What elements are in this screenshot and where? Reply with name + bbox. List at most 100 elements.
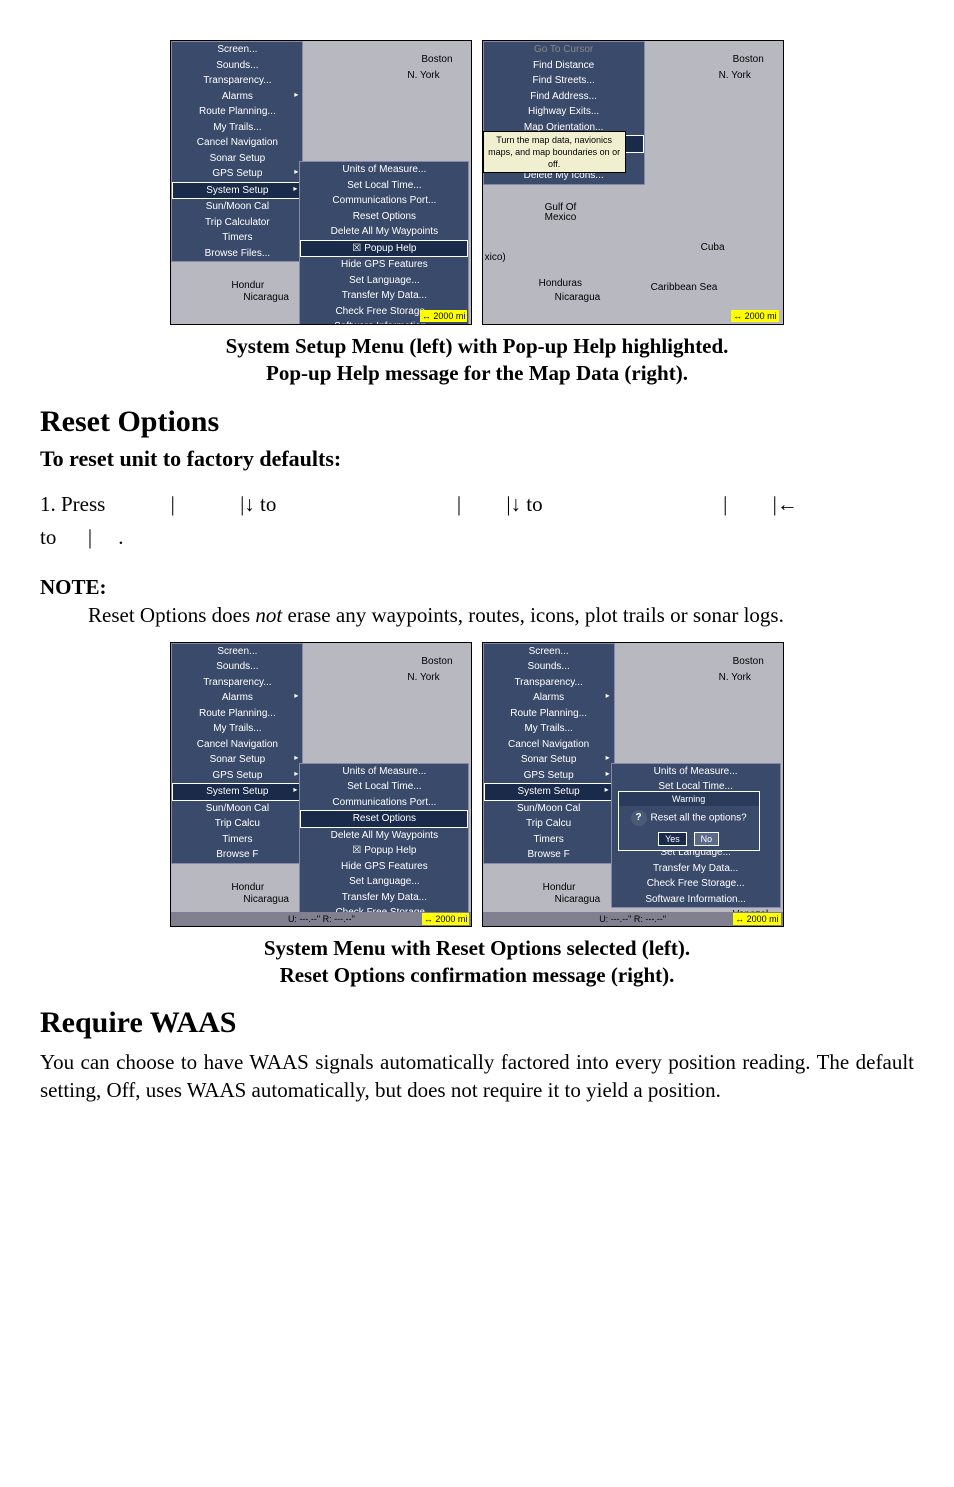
map-label: N. York (407, 671, 439, 685)
menu-item[interactable]: Screen... (172, 42, 302, 58)
question-icon: ? (631, 810, 647, 826)
submenu-item[interactable]: Software Information... (612, 892, 780, 908)
map-label: Nicaragua (555, 291, 601, 305)
note-text: Reset Options does (88, 603, 255, 627)
menu-item[interactable]: Go To Cursor (484, 42, 644, 58)
menu-item[interactable]: Highway Exits... (484, 104, 644, 120)
menu-item[interactable]: Trip Calcu (172, 816, 302, 832)
submenu-item[interactable]: Transfer My Data... (300, 890, 468, 906)
note-body: Reset Options does not erase any waypoin… (88, 601, 914, 629)
menu-item[interactable]: Timers (484, 832, 614, 848)
status-bar: U: ---.--" R: ---.--" ↔ 2000 mi (483, 912, 783, 926)
menu-item[interactable]: GPS Setup (172, 768, 302, 784)
menu-item[interactable]: Timers (172, 230, 302, 246)
submenu-item[interactable]: Delete All My Waypoints (300, 224, 468, 240)
menu-item[interactable]: Alarms (172, 89, 302, 105)
map-label: Mexico (545, 211, 577, 225)
menu-item[interactable]: Sounds... (172, 659, 302, 675)
step-text: |↓ to (240, 492, 276, 516)
submenu-item[interactable]: Hide GPS Features (300, 257, 468, 273)
submenu-item[interactable]: Popup Help (300, 240, 468, 258)
system-setup-submenu: Units of Measure...Set Local Time...Comm… (299, 763, 469, 927)
menu-item[interactable]: System Setup (172, 182, 302, 200)
menu-item[interactable]: Sonar Setup (484, 752, 614, 768)
submenu-item[interactable]: Delete All My Waypoints (300, 828, 468, 844)
menu-item[interactable]: Browse Files... (172, 246, 302, 262)
step-text: | (457, 492, 461, 516)
menu-item[interactable]: GPS Setup (172, 166, 302, 182)
caption-line: Pop-up Help message for the Map Data (ri… (266, 361, 688, 385)
menu-item[interactable]: My Trails... (484, 721, 614, 737)
map-label: N. York (719, 69, 751, 83)
menu-item[interactable]: My Trails... (172, 120, 302, 136)
menu-item[interactable]: Transparency... (172, 675, 302, 691)
map-label: N. York (407, 69, 439, 83)
no-button[interactable]: No (694, 832, 720, 846)
menu-item[interactable]: Route Planning... (484, 706, 614, 722)
system-setup-submenu: Units of Measure...Set Local Time...Comm… (299, 161, 469, 325)
menu-item[interactable]: Sun/Moon Cal (172, 199, 302, 215)
submenu-item[interactable]: Hide GPS Features (300, 859, 468, 875)
submenu-item[interactable]: Communications Port... (300, 795, 468, 811)
menu-item[interactable]: Find Distance (484, 58, 644, 74)
submenu-item[interactable]: Units of Measure... (300, 764, 468, 780)
submenu-item[interactable]: Units of Measure... (612, 764, 780, 780)
menu-item[interactable]: Sonar Setup (172, 151, 302, 167)
menu-item[interactable]: Trip Calcu (484, 816, 614, 832)
menu-item[interactable]: Cancel Navigation (172, 737, 302, 753)
menu-item[interactable]: Trip Calculator (172, 215, 302, 231)
step-text: 1. Press (40, 492, 105, 516)
submenu-item[interactable]: Set Language... (300, 874, 468, 890)
submenu-item[interactable]: Transfer My Data... (612, 861, 780, 877)
map-label: Boston (421, 53, 452, 67)
screenshot-reset-confirmation: BostonN. Yorkxico)HondurNicaraguaCaribbe… (482, 642, 784, 927)
submenu-item[interactable]: Set Local Time... (300, 178, 468, 194)
menu-item[interactable]: My Trails... (172, 721, 302, 737)
menu-item[interactable]: Screen... (484, 644, 614, 660)
menu-item[interactable]: Sonar Setup (172, 752, 302, 768)
menu-item[interactable]: Sun/Moon Cal (172, 801, 302, 817)
screenshot-map-data-tooltip: BostonN. YorkGulf OfMexicoCubaxico)Hondu… (482, 40, 784, 325)
menu-item[interactable]: Alarms (484, 690, 614, 706)
submenu-item[interactable]: Popup Help (300, 843, 468, 859)
status-text: U: ---.--" R: ---.--" (599, 914, 666, 924)
menu-item[interactable]: Browse F (484, 847, 614, 863)
menu-item[interactable]: Transparency... (484, 675, 614, 691)
menu-item[interactable]: Transparency... (172, 73, 302, 89)
submenu-item[interactable]: Communications Port... (300, 193, 468, 209)
dialog-text: Reset all the options? (651, 812, 747, 823)
menu-item[interactable]: Cancel Navigation (484, 737, 614, 753)
menu-item[interactable]: Route Planning... (172, 706, 302, 722)
scale-indicator: ↔ 2000 mi (420, 310, 468, 322)
menu-item[interactable]: Sun/Moon Cal (484, 801, 614, 817)
menu-item[interactable]: Route Planning... (172, 104, 302, 120)
submenu-item[interactable]: Set Local Time... (300, 779, 468, 795)
menu-item[interactable]: GPS Setup (484, 768, 614, 784)
subheading-reset: To reset unit to factory defaults: (40, 444, 914, 474)
submenu-item[interactable]: Units of Measure... (300, 162, 468, 178)
map-label: Boston (421, 655, 452, 669)
submenu-item[interactable]: Reset Options (300, 810, 468, 828)
menu-item[interactable]: Find Address... (484, 89, 644, 105)
yes-button[interactable]: Yes (658, 832, 687, 846)
menu-item[interactable]: Find Streets... (484, 73, 644, 89)
map-label: Boston (733, 655, 764, 669)
dialog-buttons: Yes No (619, 830, 759, 851)
menu-item[interactable]: Sounds... (172, 58, 302, 74)
main-menu: Screen...Sounds...Transparency...AlarmsR… (171, 643, 303, 864)
menu-item[interactable]: Alarms (172, 690, 302, 706)
scale-indicator: ↔ 2000 mi (733, 913, 781, 925)
submenu-item[interactable]: Reset Options (300, 209, 468, 225)
menu-item[interactable]: Cancel Navigation (172, 135, 302, 151)
menu-item[interactable]: Screen... (172, 644, 302, 660)
menu-item[interactable]: Browse F (172, 847, 302, 863)
menu-item[interactable]: Timers (172, 832, 302, 848)
menu-item[interactable]: Sounds... (484, 659, 614, 675)
submenu-item[interactable]: Check Free Storage... (612, 876, 780, 892)
submenu-item[interactable]: Set Language... (300, 273, 468, 289)
menu-item[interactable]: System Setup (484, 783, 614, 801)
map-label: Cuba (701, 241, 725, 255)
menu-item[interactable]: System Setup (172, 783, 302, 801)
submenu-item[interactable]: Transfer My Data... (300, 288, 468, 304)
note-text: erase any waypoints, routes, icons, plot… (282, 603, 784, 627)
